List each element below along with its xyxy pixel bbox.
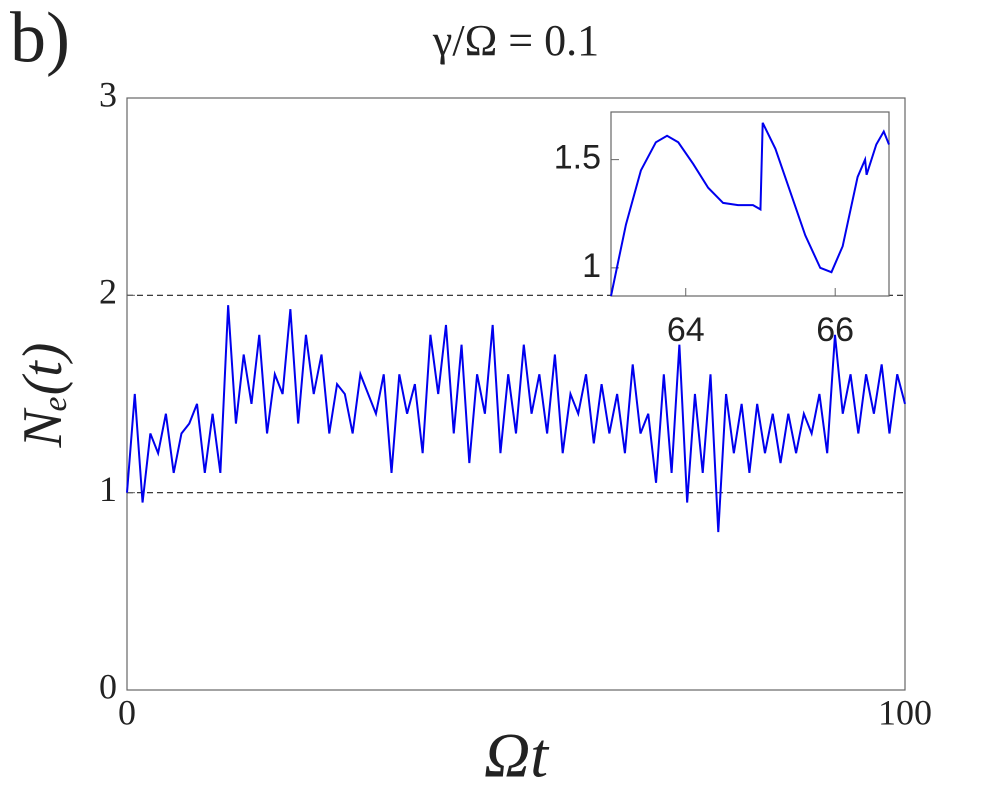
panel-label: b)	[10, 0, 70, 78]
x-tick-label: 100	[878, 692, 932, 732]
x-tick-label: 66	[816, 311, 854, 349]
y-tick-label: 3	[99, 74, 117, 114]
inset-frame	[610, 111, 890, 297]
x-tick-label: 0	[118, 692, 136, 732]
y-tick-label: 2	[99, 272, 117, 312]
y-axis-label: Nₑ(t)	[12, 343, 74, 449]
data-line	[126, 305, 906, 533]
y-tick-label: 1	[582, 247, 601, 285]
x-tick-label: 64	[667, 311, 705, 349]
chart-title: γ/Ω = 0.1	[432, 16, 599, 65]
y-tick-label: 1.5	[554, 139, 601, 177]
data-line	[610, 122, 890, 297]
y-tick-label: 0	[99, 666, 117, 706]
y-tick-label: 1	[99, 469, 117, 509]
x-axis-label: Ωt	[484, 720, 550, 791]
